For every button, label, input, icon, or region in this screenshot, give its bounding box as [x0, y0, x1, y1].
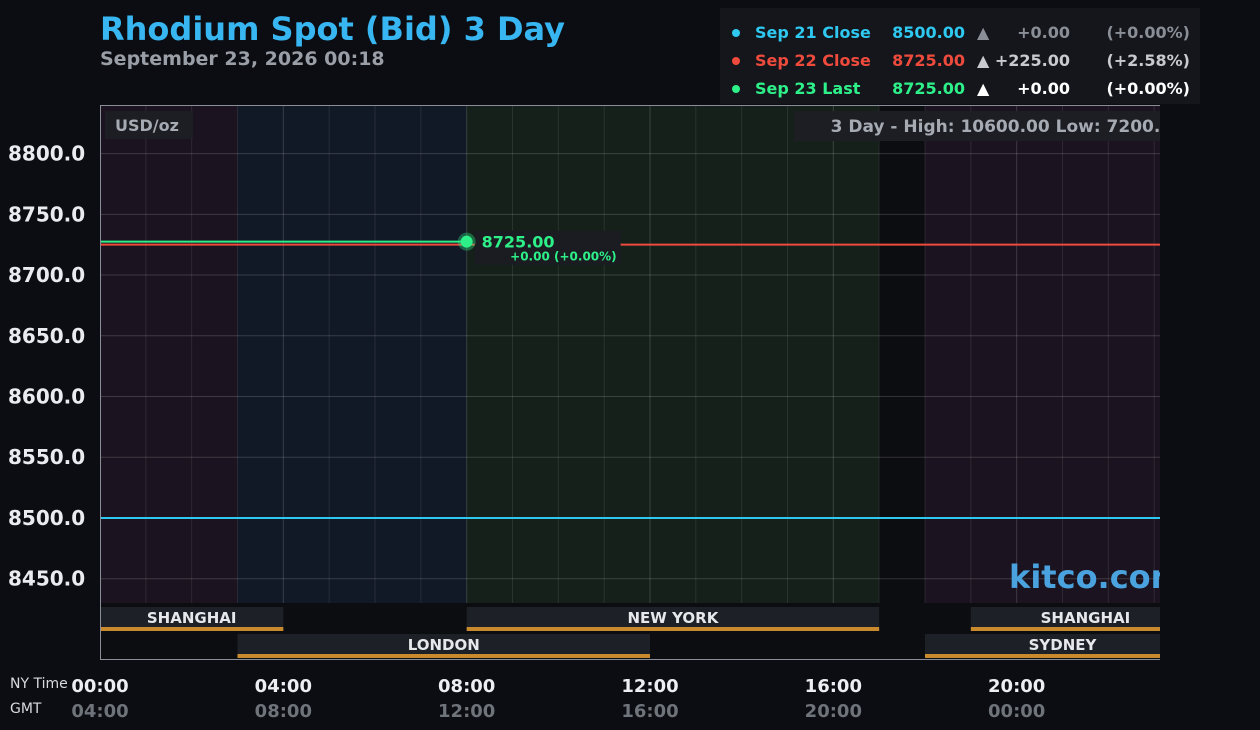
session-background — [879, 105, 925, 603]
x-tick-label-ny: 12:00 — [621, 676, 678, 697]
session-backgrounds — [100, 105, 1160, 659]
session-bar — [466, 607, 880, 629]
legend-row-sep23: Sep 23 Last 8725.00 ▲ +0.00 (+0.00%) — [720, 70, 1200, 98]
x-tick-label-gmt: 08:00 — [255, 701, 312, 722]
timezone-label-ny: NY Time — [10, 676, 68, 692]
session-bar — [237, 634, 650, 656]
x-tick-label-ny: 20:00 — [988, 676, 1045, 697]
grid-lines — [100, 105, 1160, 603]
legend-dot-icon — [732, 57, 740, 65]
session-background — [237, 105, 467, 603]
page-title: Rhodium Spot (Bid) 3 Day — [100, 10, 566, 48]
y-tick-label: 8750.0 — [8, 202, 85, 226]
legend: Sep 21 Close 8500.00 ▲ +0.00 (+0.00%) Se… — [720, 8, 1200, 104]
legend-series-change: +225.00 — [994, 51, 1070, 70]
last-price-box — [474, 230, 621, 265]
session-bar-underline — [237, 654, 650, 658]
up-arrow-icon: ▲ — [977, 51, 990, 70]
last-change-label: +0.00 (+0.00%) — [510, 250, 617, 264]
legend-series-price: 8725.00 — [892, 79, 965, 98]
session-bar-underline — [925, 654, 1160, 658]
session-bar-underline — [100, 627, 284, 631]
x-tick-label-gmt: 12:00 — [438, 701, 495, 722]
timezone-label-gmt: GMT — [10, 701, 42, 717]
y-tick-label: 8650.0 — [8, 324, 85, 348]
legend-dot-icon — [732, 85, 740, 93]
legend-row-sep22: Sep 22 Close 8725.00 ▲ +225.00 (+2.58%) — [720, 42, 1200, 70]
x-tick-label-gmt: 00:00 — [988, 701, 1045, 722]
session-bar — [970, 607, 1160, 629]
session-label: SYDNEY — [1029, 636, 1098, 654]
legend-series-name: Sep 22 Close — [755, 51, 871, 70]
session-label: LONDON — [408, 636, 480, 654]
plot-border — [100, 105, 1160, 660]
y-tick-label: 8450.0 — [8, 567, 85, 591]
legend-series-change: +0.00 — [1017, 79, 1070, 98]
x-tick-label-ny: 04:00 — [255, 676, 312, 697]
x-tick-label-gmt: 16:00 — [621, 701, 678, 722]
up-arrow-icon: ▲ — [977, 79, 990, 98]
x-axis: 00:00 04:00 04:00 08:00 08:00 12:00 12:00 16:00… — [10, 676, 1045, 722]
y-tick-label: 8800.0 — [8, 142, 85, 166]
page-subtitle: September 23, 2026 00:18 — [100, 48, 385, 70]
range-info: 3 Day - High: 10600.00 Low: 7200.00 — [831, 117, 1160, 137]
price-chart: SHANGHAI NEW YORK SHANGHAI LONDON SYDNEY 872… — [8, 105, 1160, 722]
legend-row-sep21: Sep 21 Close 8500.00 ▲ +0.00 (+0.00%) — [720, 14, 1200, 42]
x-tick-label-ny: 00:00 — [71, 676, 128, 697]
session-bar — [925, 634, 1160, 656]
unit-label: USD/oz — [115, 116, 179, 135]
legend-dot-icon — [732, 29, 740, 37]
x-tick-label-ny: 16:00 — [805, 676, 862, 697]
up-arrow-icon: ▲ — [977, 23, 990, 42]
unit-label-box — [105, 111, 193, 139]
session-label: SHANGHAI — [147, 609, 237, 627]
legend-series-name: Sep 21 Close — [755, 23, 871, 42]
y-tick-label: 8600.0 — [8, 385, 85, 409]
watermark-logo: kitco.com — [1009, 558, 1160, 596]
x-tick-label-gmt: 04:00 — [71, 701, 128, 722]
legend-series-percent: (+0.00%) — [1106, 79, 1190, 98]
session-background — [466, 105, 880, 603]
session-label: NEW YORK — [628, 609, 720, 627]
session-bars: SHANGHAI NEW YORK SHANGHAI LONDON SYDNEY — [100, 607, 1160, 658]
session-bar — [100, 607, 284, 629]
legend-series-percent: (+2.58%) — [1106, 51, 1190, 70]
legend-series-price: 8500.00 — [892, 23, 965, 42]
legend-series-price: 8725.00 — [892, 51, 965, 70]
x-tick-label-gmt: 20:00 — [805, 701, 862, 722]
session-label: SHANGHAI — [1041, 609, 1131, 627]
last-point-marker — [460, 235, 473, 248]
y-tick-label: 8700.0 — [8, 263, 85, 287]
legend-series-change: +0.00 — [1017, 23, 1070, 42]
range-info-box — [794, 111, 1160, 141]
session-bar-underline — [970, 627, 1160, 631]
legend-series-name: Sep 23 Last — [755, 79, 861, 98]
y-tick-label: 8500.0 — [8, 506, 85, 530]
legend-series-percent: (+0.00%) — [1106, 23, 1190, 42]
session-bar-underline — [466, 627, 880, 631]
chart-labels: 8725.00+0.00 (+0.00%) USD/oz 3 Day - High:… — [105, 111, 1160, 596]
last-price-label: 8725.00 — [482, 233, 555, 252]
x-tick-label-ny: 08:00 — [438, 676, 495, 697]
session-background — [925, 105, 1160, 603]
series-lines — [100, 240, 1160, 519]
y-axis: 8800.0 8750.0 8700.0 8650.0 8600.0 8550.0 8500… — [8, 142, 85, 591]
session-background — [100, 105, 238, 603]
y-tick-label: 8550.0 — [8, 445, 85, 469]
